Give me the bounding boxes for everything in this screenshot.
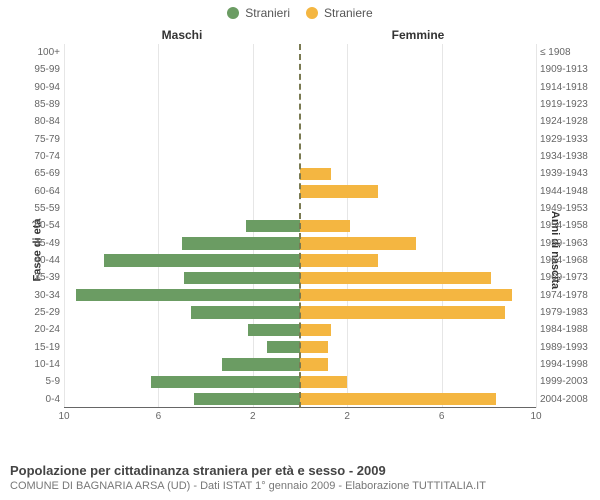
footer: Popolazione per cittadinanza straniera p… <box>10 463 590 492</box>
male-swatch-icon <box>227 7 239 19</box>
male-bar <box>267 341 300 353</box>
birth-year-label: 1989-1993 <box>540 339 600 356</box>
chart-title: Popolazione per cittadinanza straniera p… <box>10 463 590 478</box>
birth-year-label: 1954-1958 <box>540 217 600 234</box>
age-label: 70-74 <box>0 148 60 165</box>
birth-year-label: 1974-1978 <box>540 287 600 304</box>
plot-area: 2610 2610 <box>64 44 536 426</box>
birth-year-labels: ≤ 19081909-19131914-19181919-19231924-19… <box>536 44 600 408</box>
female-bar <box>300 306 505 318</box>
female-bar <box>300 341 328 353</box>
age-label: 65-69 <box>0 165 60 182</box>
birth-year-label: 1924-1928 <box>540 113 600 130</box>
age-label: 85-89 <box>0 96 60 113</box>
female-bar <box>300 393 496 405</box>
x-tick-label: 2 <box>250 411 256 422</box>
female-bar <box>300 185 378 197</box>
birth-year-label: 1999-2003 <box>540 373 600 390</box>
male-bar <box>191 306 300 318</box>
birth-year-label: 1959-1963 <box>540 235 600 252</box>
age-label: 50-54 <box>0 217 60 234</box>
x-tick-label: 6 <box>156 411 162 422</box>
birth-year-label: 2004-2008 <box>540 391 600 408</box>
male-bar <box>182 237 300 249</box>
age-label: 60-64 <box>0 183 60 200</box>
male-bar <box>248 324 300 336</box>
chart-subtitle: COMUNE DI BAGNARIA ARSA (UD) - Dati ISTA… <box>10 480 590 492</box>
male-bar <box>246 220 300 232</box>
age-label: 100+ <box>0 44 60 61</box>
female-bar <box>300 237 416 249</box>
birth-year-label: 1914-1918 <box>540 79 600 96</box>
female-bar <box>300 289 512 301</box>
age-label: 40-44 <box>0 252 60 269</box>
header-left: Maschi <box>64 28 300 42</box>
birth-year-label: 1919-1923 <box>540 96 600 113</box>
legend: Stranieri Straniere <box>0 0 600 20</box>
birth-year-label: 1964-1968 <box>540 252 600 269</box>
x-axis: 2610 2610 <box>64 407 536 426</box>
female-bar <box>300 358 328 370</box>
birth-year-label: 1994-1998 <box>540 356 600 373</box>
birth-year-label: 1949-1953 <box>540 200 600 217</box>
age-label: 15-19 <box>0 339 60 356</box>
age-label: 20-24 <box>0 321 60 338</box>
female-bar <box>300 254 378 266</box>
male-bar <box>194 393 300 405</box>
birth-year-label: 1944-1948 <box>540 183 600 200</box>
age-label: 55-59 <box>0 200 60 217</box>
column-headers: Maschi Femmine <box>64 28 536 42</box>
female-bar <box>300 168 331 180</box>
age-label: 80-84 <box>0 113 60 130</box>
female-swatch-icon <box>306 7 318 19</box>
birth-year-label: 1939-1943 <box>540 165 600 182</box>
chart-container: Stranieri Straniere Maschi Femmine Fasce… <box>0 0 600 500</box>
legend-female-label: Straniere <box>324 6 373 20</box>
male-bar <box>76 289 300 301</box>
male-bar <box>151 376 300 388</box>
x-tick-label: 2 <box>344 411 350 422</box>
legend-male-label: Stranieri <box>245 6 290 20</box>
age-label: 10-14 <box>0 356 60 373</box>
age-label: 0-4 <box>0 391 60 408</box>
x-tick-label: 10 <box>58 411 69 422</box>
birth-year-label: 1984-1988 <box>540 321 600 338</box>
x-tick-label: 10 <box>530 411 541 422</box>
female-bar <box>300 376 347 388</box>
x-axis-left: 2610 <box>64 408 300 426</box>
birth-year-label: 1979-1983 <box>540 304 600 321</box>
male-bar <box>104 254 300 266</box>
female-bar <box>300 324 331 336</box>
female-bar <box>300 220 350 232</box>
age-label: 25-29 <box>0 304 60 321</box>
male-bar <box>222 358 300 370</box>
header-right: Femmine <box>300 28 536 42</box>
age-labels: 100+95-9990-9485-8980-8475-7970-7465-696… <box>0 44 64 408</box>
x-axis-right: 2610 <box>300 408 536 426</box>
age-label: 30-34 <box>0 287 60 304</box>
birth-year-label: 1934-1938 <box>540 148 600 165</box>
female-bar <box>300 272 491 284</box>
legend-item-male: Stranieri <box>227 6 290 20</box>
birth-year-label: 1969-1973 <box>540 269 600 286</box>
age-label: 75-79 <box>0 131 60 148</box>
age-label: 90-94 <box>0 79 60 96</box>
age-label: 35-39 <box>0 269 60 286</box>
center-divider <box>299 44 301 408</box>
birth-year-label: ≤ 1908 <box>540 44 600 61</box>
age-label: 45-49 <box>0 235 60 252</box>
age-label: 5-9 <box>0 373 60 390</box>
birth-year-label: 1929-1933 <box>540 131 600 148</box>
legend-item-female: Straniere <box>306 6 373 20</box>
x-tick-label: 6 <box>439 411 445 422</box>
birth-year-label: 1909-1913 <box>540 61 600 78</box>
male-bar <box>184 272 300 284</box>
age-label: 95-99 <box>0 61 60 78</box>
